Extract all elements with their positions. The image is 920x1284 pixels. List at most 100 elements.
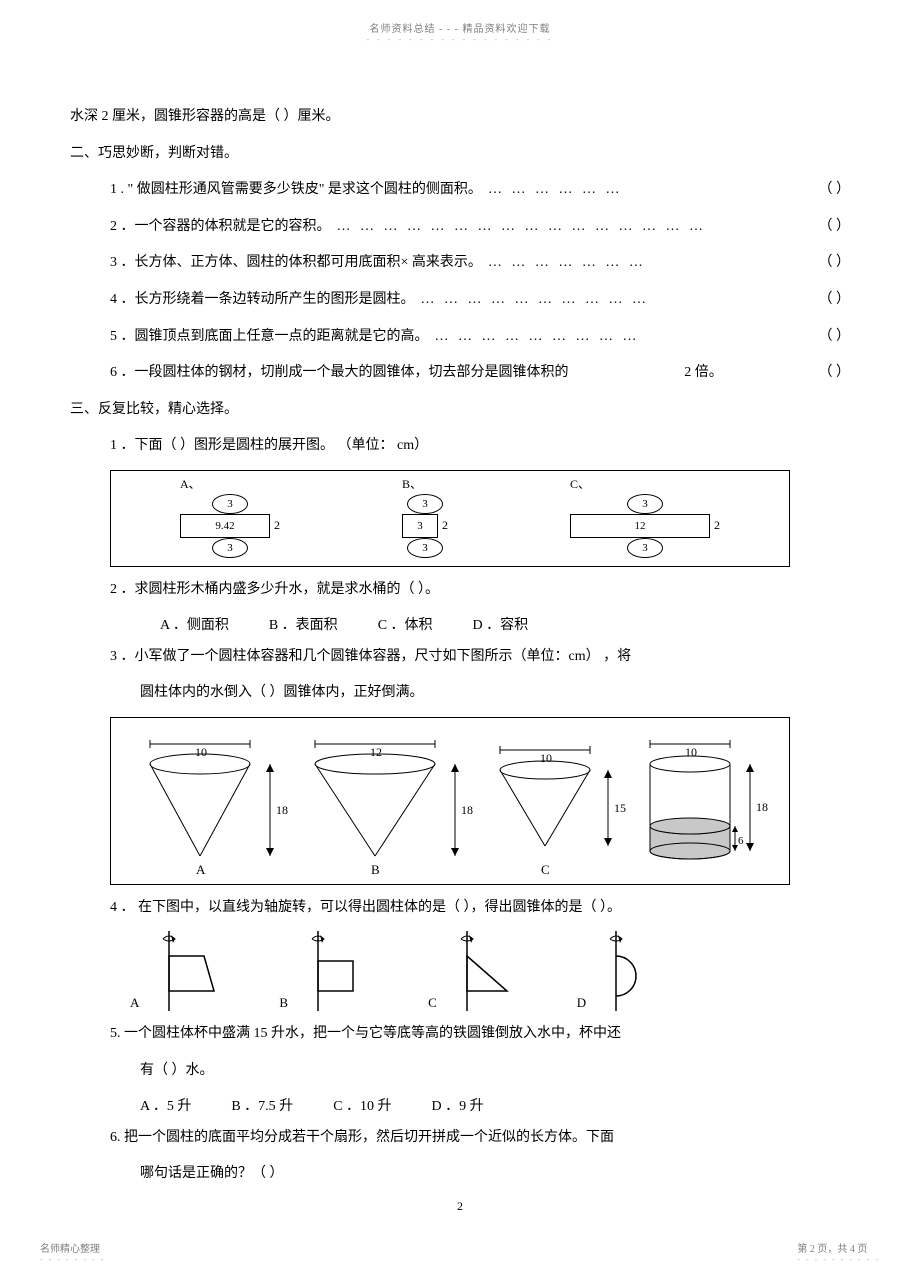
s3-q6b: 哪句话是正确的？（ ） — [70, 1161, 850, 1188]
s2-q6-text: 6 ．一段圆柱体的钢材，切削成一个最大的圆锥体，切去部分是圆锥体积的 — [110, 360, 569, 387]
q5-opt-c: C ．10 升 — [333, 1095, 391, 1115]
cyl-water-label: 6 — [738, 835, 744, 847]
page-number: 2 — [457, 1199, 463, 1214]
dots-filler: … … … … … … — [482, 177, 819, 204]
s2-q5-text: 5 ．圆锥顶点到底面上任意一点的距离就是它的高。 — [110, 324, 429, 351]
footer-left: 名师精心整理 - - - - - - - - — [40, 1240, 105, 1264]
q1-a-label: A、 — [180, 475, 201, 492]
coneC-h-label: 15 — [614, 801, 626, 815]
q4-shape-d — [596, 931, 666, 1011]
q4-shape-c — [447, 931, 517, 1011]
footer-right-dash: - - - - - - - - - - — [797, 1255, 880, 1264]
coneA-w-label: 10 — [195, 745, 207, 759]
intro-line: 水深 2 厘米，圆锥形容器的高是（ ）厘米。 — [70, 104, 850, 131]
section-2-title: 二、巧思妙断，判断对错。 — [70, 141, 850, 168]
s2-q1-text: 1 . " 做圆柱形通风管需要多少铁皮" 是求这个圆柱的侧面积。 — [110, 177, 482, 204]
s3-q3a: 3 ．小军做了一个圆柱体容器和几个圆锥体容器，尺寸如下图所示（单位：cm） ，将 — [70, 644, 850, 671]
q4-item-d: D — [577, 931, 666, 1011]
s3-q2-options: A ．侧面积 B ．表面积 C ．体积 D ．容积 — [70, 614, 850, 634]
s3-q5-options: A ．5 升 B ．7.5 升 C ．10 升 D ．9 升 — [70, 1095, 850, 1115]
coneA-label: A — [196, 862, 206, 876]
coneC-w-label: 10 — [540, 751, 552, 765]
q1-b-label: B、 — [402, 475, 422, 492]
s2-q6-mid: 2 倍。 — [644, 360, 723, 387]
q1-a-rect: 9.42 — [180, 514, 270, 538]
s2-q4-blank: （ ） — [819, 287, 851, 314]
s2-q4: 4 ．长方形绕着一条边转动所产生的图形是圆柱。 … … … … … … … … … — [70, 287, 850, 314]
q2-opt-c: C ．体积 — [378, 614, 433, 634]
s2-q3: 3 ．长方体、正方体、圆柱的体积都可用底面积× 高来表示。 … … … … … … — [70, 250, 850, 277]
s2-q5-blank: （ ） — [819, 324, 851, 351]
s3-q5a: 5. 一个圆柱体杯中盛满 15 升水，把一个与它等底等高的铁圆锥倒放入水中，杯中… — [70, 1021, 850, 1048]
q5-opt-a: A ．5 升 — [140, 1095, 191, 1115]
s2-q1: 1 . " 做圆柱形通风管需要多少铁皮" 是求这个圆柱的侧面积。 … … … …… — [70, 177, 850, 204]
footer-left-text: 名师精心整理 — [40, 1240, 105, 1255]
coneB-h-label: 18 — [461, 803, 473, 817]
q1-c-top-circle: 3 — [627, 494, 663, 514]
q1-option-c: C、 3 12 2 3 — [570, 475, 720, 558]
cyl-w-label: 10 — [685, 745, 697, 759]
q2-opt-a: A ．侧面积 — [160, 614, 229, 634]
q3-svg: 10 18 A 12 18 B — [120, 726, 780, 876]
dots-filler: … … … … … … … … … … … … … … … … — [331, 214, 819, 241]
q1-b-top-circle: 3 — [407, 494, 443, 514]
s3-q4: 4 ． 在下图中，以直线为轴旋转，可以得出圆柱体的是（ ），得出圆锥体的是（ ）… — [70, 895, 850, 922]
q1-c-rect: 12 — [570, 514, 710, 538]
q4-shape-b — [298, 931, 368, 1011]
section-3-title: 三、反复比较，精心选择。 — [70, 397, 850, 424]
q4-label-c: C — [428, 995, 437, 1011]
s2-q2-text: 2 ．一个容器的体积就是它的容积。 — [110, 214, 331, 241]
q1-b-rect: 3 — [402, 514, 438, 538]
coneA-h-label: 18 — [276, 803, 288, 817]
footer-right: 第 2 页，共 4 页 - - - - - - - - - - — [797, 1240, 880, 1264]
coneB-w-label: 12 — [370, 745, 382, 759]
coneB-label: B — [371, 862, 380, 876]
q4-shape-a — [149, 931, 219, 1011]
footer-left-dash: - - - - - - - - — [40, 1255, 105, 1264]
s2-q5: 5 ．圆锥顶点到底面上任意一点的距离就是它的高。 … … … … … … … …… — [70, 324, 850, 351]
s3-q1: 1 ．下面（ ）图形是圆柱的展开图。 （单位： cm） — [70, 433, 850, 460]
q4-item-a: A — [130, 931, 219, 1011]
s3-q3b: 圆柱体内的水倒入（ ）圆锥体内，正好倒满。 — [70, 680, 850, 707]
q4-item-c: C — [428, 931, 517, 1011]
q1-a-side: 2 — [274, 518, 280, 533]
q4-label-d: D — [577, 995, 586, 1011]
q1-b-side: 2 — [442, 518, 448, 533]
page-header-line: 名师资料总结 - - - 精品资料欢迎下载 — [70, 20, 850, 35]
s2-q3-blank: （ ） — [819, 250, 851, 277]
q5-opt-d: D ．9 升 — [432, 1095, 484, 1115]
page-header-dash: - - - - - - - - - - - - - - - - - - — [70, 35, 850, 44]
dots-filler: … … … … … … … — [482, 250, 819, 277]
s2-q6-blank: （ ） — [799, 360, 851, 387]
s3-q1-figure: A、 3 9.42 2 3 B、 3 3 2 3 C、 3 12 2 3 — [110, 470, 790, 567]
q4-label-b: B — [279, 995, 288, 1011]
q1-a-bot-circle: 3 — [212, 538, 248, 558]
q1-option-a: A、 3 9.42 2 3 — [180, 475, 280, 558]
q1-b-bot-circle: 3 — [407, 538, 443, 558]
q1-option-b: B、 3 3 2 3 — [402, 475, 448, 558]
s2-q3-text: 3 ．长方体、正方体、圆柱的体积都可用底面积× 高来表示。 — [110, 250, 482, 277]
q1-c-bot-circle: 3 — [627, 538, 663, 558]
q2-opt-b: B ．表面积 — [269, 614, 338, 634]
q4-item-b: B — [279, 931, 368, 1011]
dots-filler: … … … … … … … … … — [429, 324, 819, 351]
s2-q6: 6 ．一段圆柱体的钢材，切削成一个最大的圆锥体，切去部分是圆锥体积的 2 倍。 … — [70, 360, 850, 387]
s3-q5b: 有（ ）水。 — [70, 1058, 850, 1085]
coneC-label: C — [541, 862, 550, 876]
s2-q4-text: 4 ．长方形绕着一条边转动所产生的图形是圆柱。 — [110, 287, 415, 314]
s3-q4-figures: A B C D — [70, 931, 850, 1011]
q1-c-side: 2 — [714, 518, 720, 533]
s2-q1-blank: （ ） — [819, 177, 851, 204]
q4-label-a: A — [130, 995, 139, 1011]
footer-right-text: 第 2 页，共 4 页 — [797, 1240, 880, 1255]
q1-c-label: C、 — [570, 475, 590, 492]
s2-q2-blank: （ ） — [819, 214, 851, 241]
s3-q6a: 6. 把一个圆柱的底面平均分成若干个扇形，然后切开拼成一个近似的长方体。下面 — [70, 1125, 850, 1152]
q2-opt-d: D ．容积 — [473, 614, 529, 634]
s3-q2: 2 ．求圆柱形木桶内盛多少升水，就是求水桶的（ ）。 — [70, 577, 850, 604]
cyl-h-label: 18 — [756, 800, 768, 814]
q1-a-top-circle: 3 — [212, 494, 248, 514]
q5-opt-b: B ．7.5 升 — [231, 1095, 293, 1115]
s3-q3-figure: 10 18 A 12 18 B — [110, 717, 790, 885]
dots-filler: … … … … … … … … … … — [415, 287, 819, 314]
